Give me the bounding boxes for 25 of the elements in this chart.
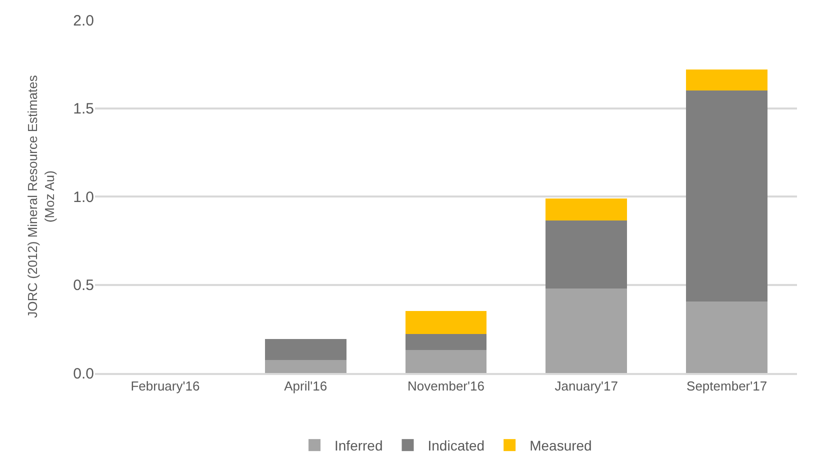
bar <box>546 220 628 288</box>
y-tick-label: 0.5 <box>73 277 94 294</box>
bar <box>686 90 768 302</box>
x-tick-label: September'17 <box>686 378 768 394</box>
y-tick-label: 0.0 <box>73 365 94 382</box>
y-axis-title: JORC (2012) Mineral Resource Estimates (Moz Au) <box>25 74 58 318</box>
x-tick-label: January'17 <box>554 378 618 394</box>
legend-label: Measured <box>530 438 592 454</box>
y-tick-label: 1.0 <box>73 188 94 206</box>
bar <box>264 360 346 373</box>
y-tick-label: 1.5 <box>73 100 94 118</box>
bar <box>264 338 346 360</box>
bar <box>405 311 487 334</box>
bar <box>686 69 768 91</box>
legend-label: Inferred <box>334 438 383 454</box>
y-tick-label: 2.0 <box>73 12 94 30</box>
x-tick-label: February'16 <box>130 378 200 394</box>
x-tick-label: November'16 <box>408 378 484 394</box>
bar <box>405 350 487 373</box>
bar <box>546 288 628 373</box>
legend-label: Indicated <box>428 438 485 454</box>
x-tick-label: April'16 <box>284 378 328 394</box>
bar <box>405 334 487 350</box>
bar <box>546 198 628 220</box>
bar <box>686 302 768 373</box>
